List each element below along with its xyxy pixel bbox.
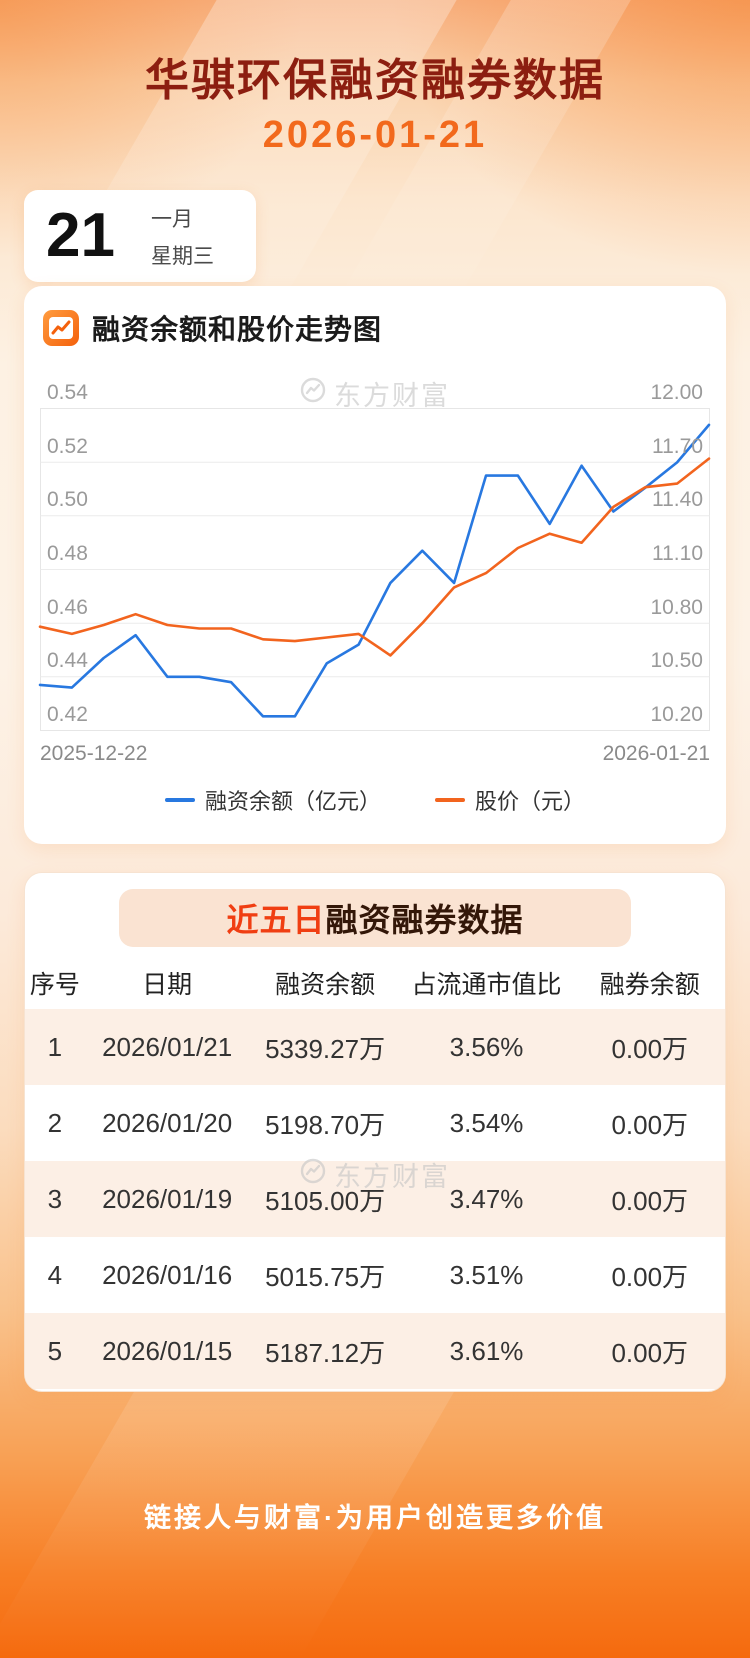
background-tint-top-right [360, 0, 750, 300]
table-cell: 0.00万 [611, 1185, 689, 1216]
table-cell: 0.00万 [611, 1261, 689, 1292]
table-row: 1 2026/01/21 5339.27万 3.56% 0.00万 [25, 1009, 725, 1085]
column-header: 占流通市值比 [411, 971, 562, 999]
y-axis-left-tick: 0.42 [47, 703, 88, 726]
x-axis-start-label: 2025-12-22 [40, 742, 148, 765]
table-cell: 5198.70万 [265, 1109, 386, 1140]
y-axis-right-tick: 11.40 [652, 488, 703, 512]
chart-card: 融资余额和股价走势图 东方财富 0.54 0.52 0.50 0.48 0.46 0.44… [24, 286, 726, 844]
table-row: 4 2026/01/16 5015.75万 3.51% 0.00万 [25, 1237, 725, 1313]
header-date: 2026-01-21 [262, 114, 488, 156]
table-title-pill: 近五日 融资融券数据 [119, 889, 631, 947]
y-axis-left-tick: 0.48 [47, 542, 88, 565]
y-axis-left-tick: 0.46 [47, 595, 88, 619]
table-row: 5 2026/01/15 5187.12万 3.61% 0.00万 [25, 1313, 725, 1389]
eastmoney-logo-icon [300, 377, 326, 410]
chart-card-header: 融资余额和股价走势图 [42, 308, 382, 348]
y-axis-left-tick: 0.54 [47, 381, 88, 404]
trend-chart-icon [42, 309, 80, 347]
table-header-row: 序号 日期 融资余额 占流通市值比 融券余额 [25, 957, 725, 1009]
table-cell: 0.00万 [611, 1033, 689, 1064]
margin-data-table: 序号 日期 融资余额 占流通市值比 融券余额 1 2026/01/21 5339.27万 3.… [25, 957, 725, 1389]
footer-slogan: 链接人与财富·为用户创造更多价值 [144, 1503, 606, 1533]
table-cell: 2026/01/21 [102, 1031, 233, 1062]
chart-title: 融资余额和股价走势图 [92, 314, 383, 345]
date-info: 一月 星期三 [151, 203, 214, 270]
table-cell: 2 [47, 1107, 63, 1138]
table-cell: 5015.75万 [265, 1261, 386, 1292]
column-header: 日期 [142, 971, 193, 999]
legend-label: 股价（元） [475, 789, 586, 814]
table-title-highlight: 近五日 [226, 902, 326, 938]
legend-item-stock-price: 股价（元） [435, 784, 585, 816]
table-cell: 0.00万 [611, 1109, 689, 1140]
table-cell: 2026/01/16 [102, 1259, 233, 1290]
chart-legend: 融资余额（亿元） 股价（元） [24, 784, 726, 816]
column-header: 序号 [29, 971, 80, 999]
table-row: 3 2026/01/19 5105.00万 3.47% 0.00万 [25, 1161, 725, 1237]
y-axis-right-tick: 11.10 [652, 542, 703, 565]
y-axis-right-tick: 10.80 [650, 595, 703, 619]
table-cell: 4 [47, 1259, 63, 1290]
chart-plot-area: 0.54 0.52 0.50 0.48 0.46 0.44 0.42 12.00 11.70 11… [38, 382, 711, 731]
table-row: 2 2026/01/20 5198.70万 3.54% 0.00万 [25, 1085, 725, 1161]
table-cell: 5187.12万 [265, 1337, 386, 1368]
legend-item-financing-balance: 融资余额（亿元） [164, 784, 381, 816]
y-axis-left-tick: 0.50 [47, 488, 88, 512]
table-cell: 3.47% [449, 1183, 524, 1214]
y-axis-right-tick: 10.20 [650, 703, 703, 726]
table-cell: 3.61% [449, 1335, 524, 1366]
table-cell: 3 [47, 1183, 63, 1214]
date-month: 一月 [150, 207, 193, 231]
table-cell: 5 [47, 1335, 63, 1366]
table-cell: 1 [47, 1031, 63, 1062]
y-axis-right-tick: 12.00 [650, 381, 703, 404]
line-chart [38, 408, 711, 731]
table-cell: 0.00万 [611, 1337, 689, 1368]
y-axis-left-tick: 0.44 [47, 649, 88, 673]
date-card: 21 一月 星期三 [24, 190, 256, 282]
table-cell: 2026/01/19 [102, 1183, 233, 1214]
date-weekday: 星期三 [150, 244, 214, 268]
date-day: 21 [46, 201, 115, 270]
legend-label: 融资余额（亿元） [204, 789, 381, 814]
table-cell: 3.56% [449, 1031, 524, 1062]
table-cell: 3.51% [449, 1259, 524, 1290]
legend-swatch-blue [164, 798, 195, 802]
page-title: 华骐环保融资融券数据 [145, 56, 605, 105]
table-cell: 2026/01/20 [102, 1107, 233, 1138]
table-cell: 2026/01/15 [102, 1335, 233, 1366]
x-axis-labels: 2025-12-22 2026-01-21 [40, 742, 710, 766]
table-cell: 5339.27万 [265, 1033, 386, 1064]
y-axis-right-tick: 10.50 [650, 649, 703, 673]
column-header: 融券余额 [599, 971, 700, 999]
table-cell: 3.54% [449, 1107, 524, 1138]
legend-swatch-orange [435, 798, 465, 802]
y-axis-left-tick: 0.52 [47, 434, 88, 458]
column-header: 融资余额 [275, 971, 376, 999]
y-axis-right-tick: 11.70 [652, 434, 703, 458]
x-axis-end-label: 2026-01-21 [602, 742, 710, 765]
table-cell: 5105.00万 [265, 1185, 386, 1216]
table-card: 近五日 融资融券数据 序号 日期 融资余额 占流通市值比 融券余额 1 2026/01/21… [24, 872, 726, 1392]
table-title-rest: 融资融券数据 [325, 902, 524, 938]
